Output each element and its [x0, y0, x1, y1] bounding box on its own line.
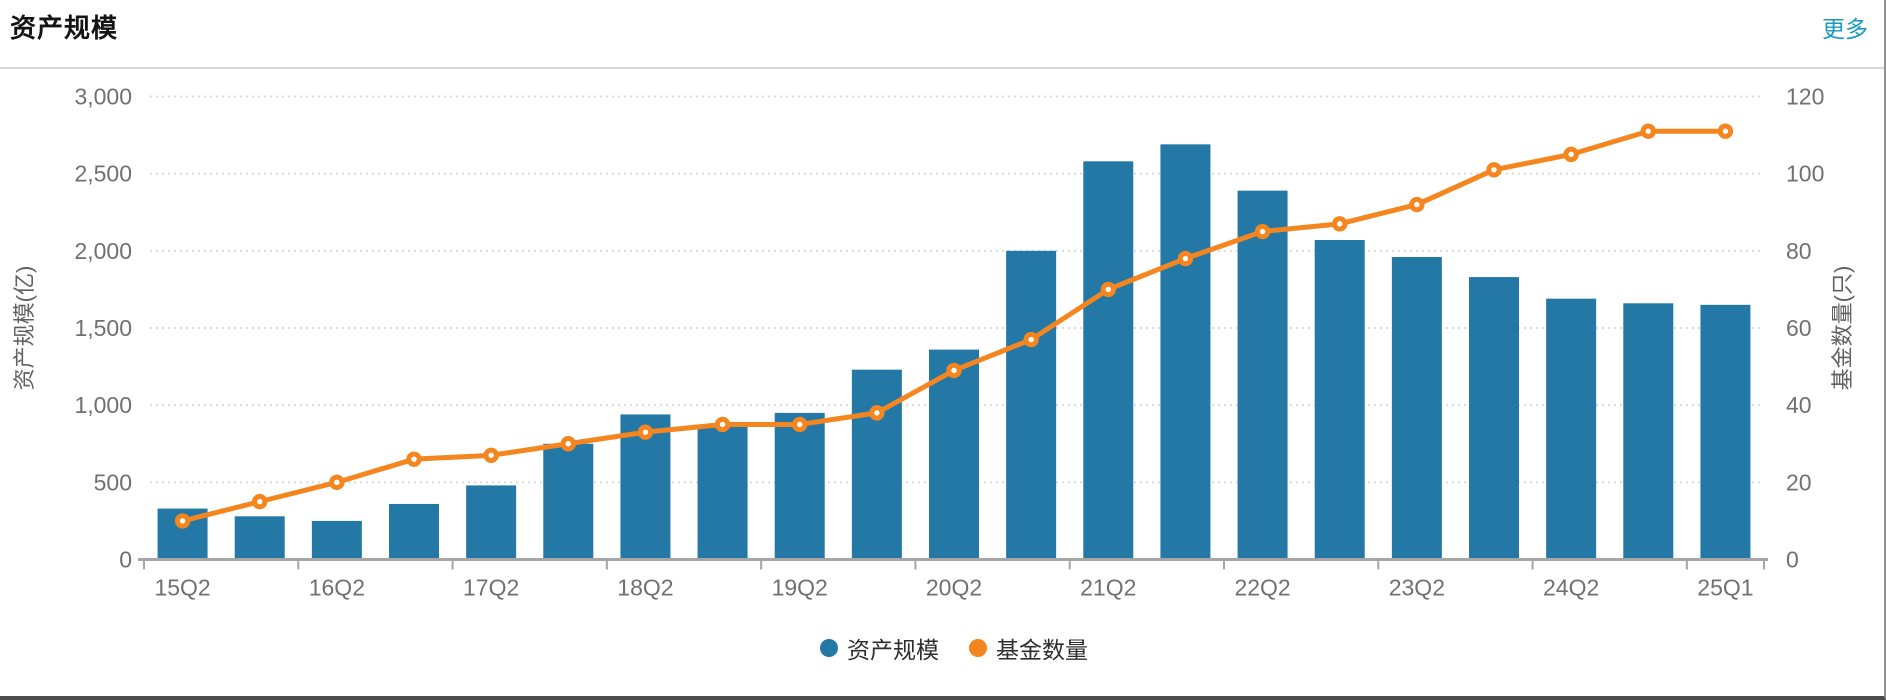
- line-point-24Q2[interactable]: [1563, 146, 1579, 163]
- line-point-22Q4[interactable]: [1332, 216, 1348, 232]
- right-axis-tick-label: 40: [1786, 392, 1812, 418]
- line-point-21Q4[interactable]: [1177, 250, 1194, 267]
- line-point-15Q4[interactable]: [252, 493, 268, 510]
- line-point-23Q4[interactable]: [1486, 162, 1502, 178]
- right-axis-tick-label: 80: [1786, 238, 1812, 264]
- left-axis-tick-label: 500: [94, 469, 132, 495]
- line-point-25Q1[interactable]: [1717, 123, 1734, 139]
- chart-area: 15Q2 16Q2 17Q2 18Q2 19Q2 20Q2 21Q2 22Q2 23Q2 24Q2…: [0, 69, 1886, 700]
- bar-24Q4[interactable]: [1623, 303, 1674, 560]
- x-axis-label-22Q2: 22Q2: [1234, 575, 1290, 601]
- line-point-18Q4[interactable]: [714, 416, 731, 433]
- line-point-16Q4[interactable]: [406, 451, 422, 467]
- right-axis-tick-label: 120: [1786, 84, 1824, 110]
- panel-header: 资产规模 更多: [0, 0, 1884, 69]
- legend-marker-asset-scale-icon: [820, 639, 838, 657]
- legend-item-fund-count[interactable]: 基金数量: [969, 631, 1088, 665]
- line-point-16Q2[interactable]: [329, 474, 345, 491]
- bar-17Q2[interactable]: [466, 485, 517, 560]
- chart-legend: 资产规模 基金数量: [144, 631, 1764, 665]
- bar-19Q2[interactable]: [774, 412, 825, 560]
- x-axis-label-25Q1: 25Q1: [1697, 575, 1753, 601]
- left-axis-tick-label: 0: [119, 547, 132, 573]
- line-point-20Q2[interactable]: [946, 362, 962, 379]
- line-point-15Q2[interactable]: [174, 513, 191, 529]
- left-axis-name: 资产规模(亿): [12, 266, 37, 391]
- left-axis-tick-label: 2,000: [74, 238, 132, 264]
- line-point-17Q2[interactable]: [483, 447, 499, 464]
- left-axis-tick-label: 1,000: [74, 392, 132, 418]
- bar-25Q1[interactable]: [1700, 304, 1751, 560]
- bar-18Q4[interactable]: [697, 426, 748, 560]
- bar-16Q2[interactable]: [311, 520, 362, 560]
- line-point-19Q2[interactable]: [792, 416, 808, 433]
- x-axis-label-19Q2: 19Q2: [772, 575, 828, 601]
- right-axis-name: 基金数量(只): [1830, 266, 1855, 391]
- line-point-21Q2[interactable]: [1100, 281, 1116, 298]
- line-point-22Q2[interactable]: [1254, 223, 1271, 240]
- bar-16Q4[interactable]: [389, 503, 439, 560]
- legend-label-fund-count: 基金数量: [996, 637, 1088, 663]
- left-axis-tick-label: 1,500: [74, 315, 132, 341]
- line-point-17Q4[interactable]: [560, 436, 576, 452]
- x-axis-label-21Q2: 21Q2: [1080, 575, 1136, 601]
- right-axis-tick-label: 100: [1786, 161, 1824, 187]
- line-point-18Q2[interactable]: [637, 424, 654, 440]
- x-axis-label-18Q2: 18Q2: [617, 575, 673, 601]
- bar-23Q2[interactable]: [1391, 257, 1442, 560]
- legend-marker-fund-count-icon: [969, 639, 987, 657]
- x-axis-label-15Q2: 15Q2: [154, 575, 210, 601]
- panel-title: 资产规模: [10, 13, 119, 43]
- bar-21Q4[interactable]: [1160, 144, 1211, 560]
- right-axis-tick-label: 60: [1786, 315, 1812, 341]
- bar-24Q2[interactable]: [1546, 298, 1597, 560]
- more-link[interactable]: 更多: [1822, 15, 1868, 42]
- left-axis-tick-label: 3,000: [74, 84, 132, 110]
- line-point-24Q4[interactable]: [1640, 123, 1656, 139]
- x-axis-label-17Q2: 17Q2: [463, 575, 519, 601]
- bar-22Q4[interactable]: [1314, 240, 1365, 560]
- x-axis-label-20Q2: 20Q2: [926, 575, 982, 601]
- left-axis-tick-label: 2,500: [74, 161, 132, 187]
- right-axis-tick-label: 20: [1786, 469, 1812, 495]
- bar-17Q4[interactable]: [543, 443, 594, 560]
- line-point-20Q4[interactable]: [1023, 331, 1039, 348]
- legend-label-asset-scale: 资产规模: [847, 637, 939, 663]
- right-axis-tick-label: 0: [1786, 547, 1799, 573]
- bar-23Q4[interactable]: [1469, 277, 1519, 560]
- bar-22Q2[interactable]: [1237, 190, 1288, 560]
- bar-15Q4[interactable]: [234, 516, 285, 560]
- line-point-23Q2[interactable]: [1409, 196, 1425, 213]
- x-axis-label-23Q2: 23Q2: [1389, 575, 1445, 601]
- asset-scale-chart[interactable]: 15Q2 16Q2 17Q2 18Q2 19Q2 20Q2 21Q2 22Q2 23Q2 24Q2…: [0, 69, 1886, 700]
- x-axis-label-16Q2: 16Q2: [309, 575, 365, 601]
- line-point-19Q4[interactable]: [869, 405, 885, 421]
- bar-20Q4[interactable]: [1006, 250, 1057, 560]
- bar-20Q2[interactable]: [929, 349, 979, 560]
- bar-21Q2[interactable]: [1083, 161, 1134, 560]
- bar-19Q4[interactable]: [851, 369, 902, 560]
- legend-item-asset-scale[interactable]: 资产规模: [820, 631, 939, 665]
- x-axis-label-24Q2: 24Q2: [1543, 575, 1599, 601]
